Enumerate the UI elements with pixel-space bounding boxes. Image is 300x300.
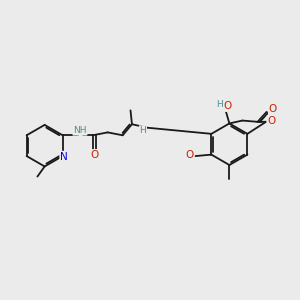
Text: N: N — [60, 152, 68, 162]
Text: O: O — [90, 150, 98, 160]
Text: NH: NH — [73, 126, 87, 135]
Text: H: H — [140, 126, 146, 135]
Text: H: H — [217, 100, 223, 109]
Text: O: O — [224, 101, 232, 111]
Text: O: O — [269, 104, 277, 114]
Text: O: O — [185, 151, 193, 160]
Text: O: O — [267, 116, 275, 126]
